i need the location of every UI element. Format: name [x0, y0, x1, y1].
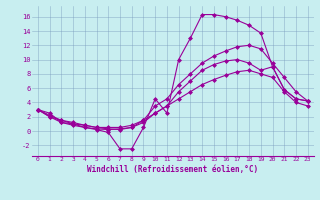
X-axis label: Windchill (Refroidissement éolien,°C): Windchill (Refroidissement éolien,°C)	[87, 165, 258, 174]
